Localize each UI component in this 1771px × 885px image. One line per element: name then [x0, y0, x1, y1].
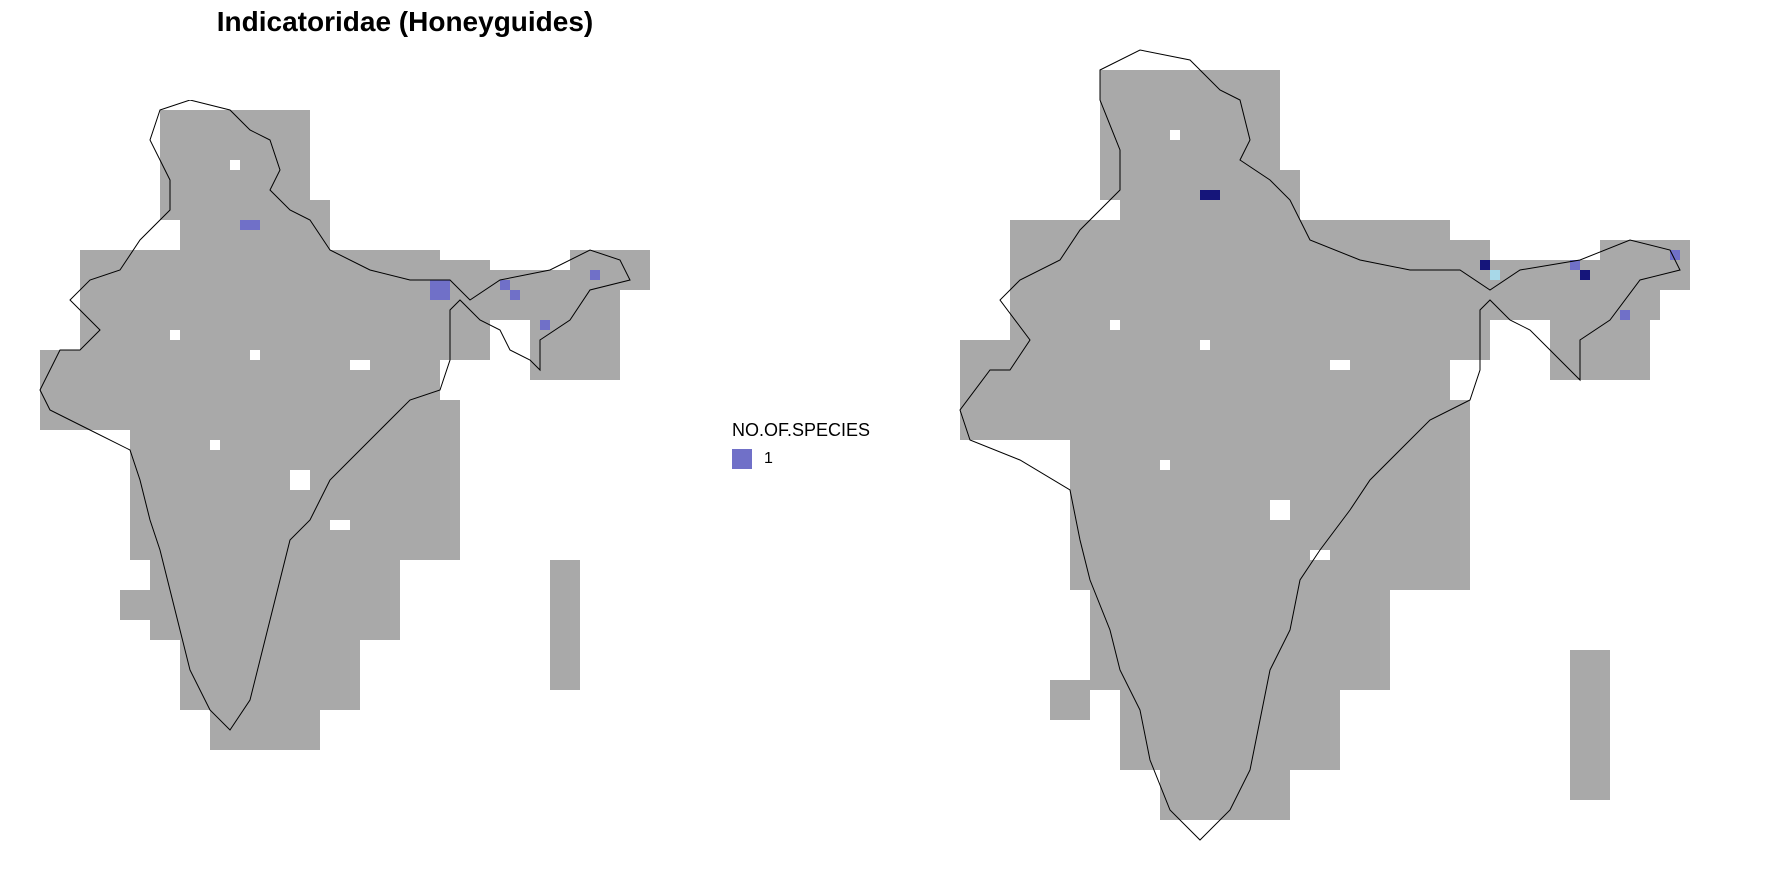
- species-cells: [240, 220, 600, 330]
- gaps: [1110, 130, 1350, 560]
- india-map-left: [39, 100, 650, 750]
- india-outline: [39, 100, 631, 731]
- legend-item: 1: [732, 449, 870, 469]
- species-cells: [1200, 190, 1680, 320]
- india-outline: [959, 49, 1681, 841]
- legend-title: NO.OF.SPECIES: [732, 420, 871, 440]
- legend-swatch: [732, 449, 752, 469]
- india-map-right: [959, 49, 1690, 841]
- map-title: Indicatoridae (Honeyguides): [216, 6, 594, 37]
- grid-cells: [960, 70, 1690, 820]
- grid-cells: [40, 110, 650, 750]
- legend-label: 1: [764, 450, 773, 467]
- legend: NO.OF.SPECIES 1: [732, 420, 870, 469]
- gaps: [170, 160, 370, 530]
